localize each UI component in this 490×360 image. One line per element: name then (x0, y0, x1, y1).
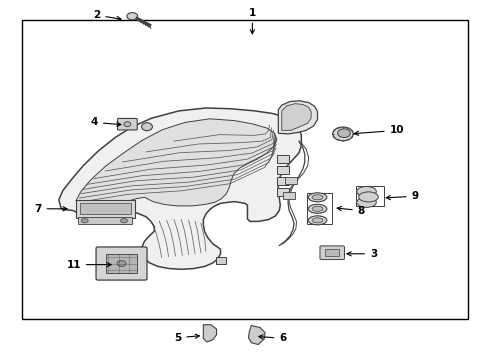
Ellipse shape (127, 13, 138, 20)
Polygon shape (59, 108, 301, 269)
Text: 5: 5 (174, 333, 199, 343)
Polygon shape (282, 104, 311, 130)
Bar (106, 254, 137, 273)
Ellipse shape (359, 192, 378, 202)
Ellipse shape (312, 218, 323, 223)
Ellipse shape (124, 122, 131, 127)
Bar (277, 155, 289, 163)
FancyBboxPatch shape (96, 247, 147, 280)
Text: 11: 11 (66, 260, 111, 270)
Text: 2: 2 (93, 10, 121, 21)
Ellipse shape (121, 219, 127, 223)
Bar (277, 177, 289, 185)
Bar (22, 20, 468, 319)
Bar (277, 166, 289, 174)
Text: 7: 7 (34, 204, 67, 214)
Text: 4: 4 (91, 117, 121, 127)
FancyBboxPatch shape (320, 246, 344, 260)
Text: 1: 1 (249, 8, 256, 34)
Bar (307, 193, 332, 224)
Ellipse shape (357, 186, 376, 197)
Bar (283, 192, 295, 199)
Ellipse shape (333, 127, 353, 141)
Text: 8: 8 (337, 206, 365, 216)
Polygon shape (278, 101, 318, 134)
Bar (80, 203, 131, 214)
Ellipse shape (117, 261, 126, 266)
Bar (78, 217, 132, 224)
Text: 9: 9 (386, 191, 419, 201)
Ellipse shape (308, 193, 327, 202)
Polygon shape (248, 325, 265, 345)
Bar (216, 257, 226, 264)
Polygon shape (203, 325, 217, 342)
Text: 10: 10 (354, 125, 404, 135)
Bar (325, 249, 339, 256)
Text: 6: 6 (259, 333, 287, 343)
Ellipse shape (357, 197, 376, 207)
Text: 3: 3 (347, 249, 377, 259)
Ellipse shape (312, 195, 323, 200)
Bar (277, 188, 289, 196)
Ellipse shape (308, 216, 327, 225)
FancyBboxPatch shape (118, 118, 137, 130)
Ellipse shape (142, 123, 152, 131)
Bar (356, 186, 384, 206)
Polygon shape (76, 119, 277, 206)
Ellipse shape (81, 219, 88, 223)
Ellipse shape (338, 129, 350, 138)
Ellipse shape (312, 206, 323, 211)
Ellipse shape (308, 204, 327, 213)
Bar (285, 177, 297, 184)
Bar (76, 200, 135, 218)
